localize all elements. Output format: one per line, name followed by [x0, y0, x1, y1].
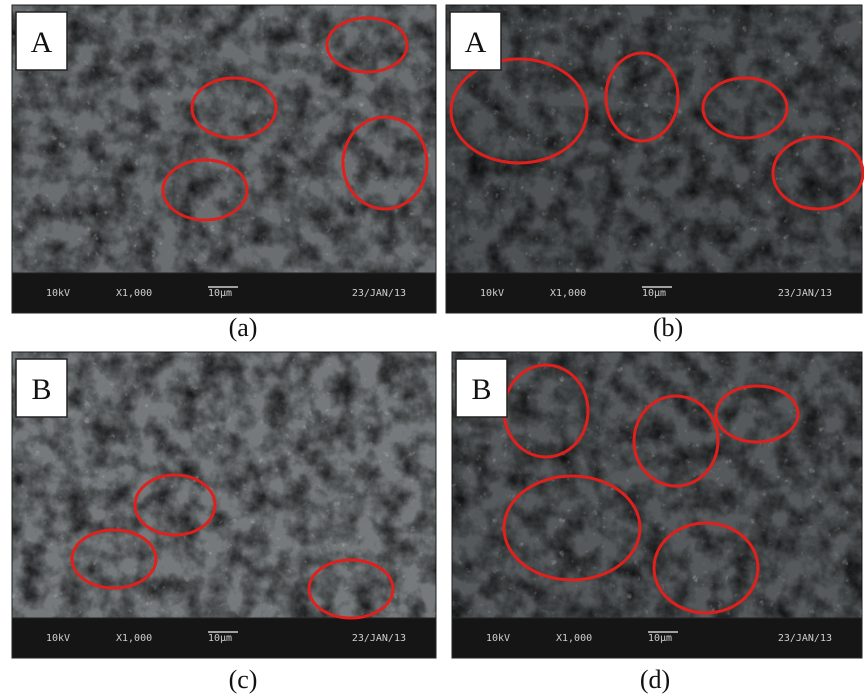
voltage: 10kV [486, 633, 510, 644]
crystal-texture [12, 5, 436, 273]
sem-panel: 10kV X1,000 10μm 23/JAN/13 A (a) [12, 5, 436, 342]
caption: (a) [229, 313, 258, 342]
magnification: X1,000 [116, 633, 152, 644]
voltage: 10kV [46, 288, 70, 299]
panel-label: B [471, 373, 491, 406]
scale: 10μm [208, 633, 232, 644]
panel-label: B [31, 373, 51, 406]
date: 23/JAN/13 [352, 633, 406, 644]
crystal-texture [452, 352, 862, 618]
scale: 10μm [648, 633, 672, 644]
sem-panel: 10kV X1,000 10μm 23/JAN/13 A (b) [446, 5, 863, 342]
voltage: 10kV [46, 633, 70, 644]
magnification: X1,000 [550, 288, 586, 299]
caption: (d) [640, 665, 670, 694]
sem-panel: 10kV X1,000 10μm 23/JAN/13 B (c) [12, 352, 436, 694]
crystal-texture [12, 352, 436, 618]
figure: 10kV X1,000 10μm 23/JAN/13 A (a) 10kV X1,000 10μ… [0, 0, 864, 698]
date: 23/JAN/13 [778, 288, 832, 299]
panel-label: A [465, 26, 487, 59]
voltage: 10kV [480, 288, 504, 299]
caption: (c) [229, 665, 258, 694]
date: 23/JAN/13 [778, 633, 832, 644]
magnification: X1,000 [116, 288, 152, 299]
panel-label: A [31, 26, 53, 59]
scale: 10μm [208, 288, 232, 299]
sem-panel: 10kV X1,000 10μm 23/JAN/13 B (d) [452, 352, 862, 694]
scale: 10μm [642, 288, 666, 299]
date: 23/JAN/13 [352, 288, 406, 299]
caption: (b) [653, 313, 683, 342]
magnification: X1,000 [556, 633, 592, 644]
